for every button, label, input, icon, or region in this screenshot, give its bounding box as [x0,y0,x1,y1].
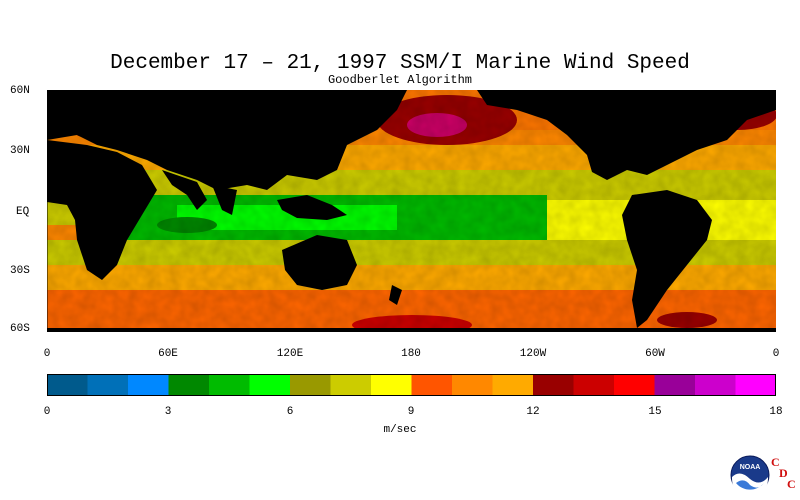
colorbar-tick-0: 0 [43,406,51,418]
lon-label-120w: 120W [519,348,547,360]
cdc-letter-d: D [779,466,788,480]
color-scale-bar [47,374,776,396]
colorbar-tick-3: 3 [164,406,172,418]
colorbar-swatch [290,374,331,396]
lat-label-60s: 60S [10,323,30,335]
colorbar-swatch [249,374,291,396]
colorbar-swatch [452,374,493,396]
noaa-logo-text: NOAA [740,464,761,471]
map-subtitle: Goodberlet Algorithm [327,73,473,87]
cdc-letter-c1: C [771,455,780,469]
lon-label-180: 180 [401,348,421,360]
colorbar-swatch [411,374,453,396]
colorbar-swatch [492,374,534,396]
colorbar-tick-9: 9 [407,406,415,418]
colorbar-swatch [330,374,372,396]
lat-label-30s: 30S [10,265,30,277]
colorbar-units: m/sec [383,424,417,436]
colorbar-swatch [47,374,88,396]
lat-label-30n: 30N [10,145,30,157]
map-title: December 17 – 21, 1997 SSM/I Marine Wind… [110,52,690,75]
colorbar-border [47,374,776,396]
lon-label-0-right: 0 [772,348,780,360]
cdc-letter-c2: C [787,477,796,491]
lat-label-60n: 60N [10,85,30,97]
colorbar-swatch [735,374,776,396]
colorbar-swatch [695,374,736,396]
lon-label-120e: 120E [276,348,304,360]
colorbar-swatch [371,374,412,396]
colorbar-swatch [209,374,250,396]
colorbar-swatch [128,374,169,396]
colorbar-tick-18: 18 [769,406,783,418]
lon-label-0-left: 0 [43,348,51,360]
colorbar-tick-6: 6 [286,406,294,418]
lat-label-eq: EQ [16,206,30,218]
colorbar-tick-15: 15 [648,406,662,418]
colorbar-tick-12: 12 [526,406,540,418]
colorbar-swatch [87,374,129,396]
lon-label-60w: 60W [645,348,665,360]
colorbar-swatch [533,374,574,396]
colorbar-swatch [614,374,655,396]
lon-label-60e: 60E [158,348,178,360]
colorbar-swatch [654,374,696,396]
colorbar-swatch [168,374,210,396]
noaa-logo: NOAA [730,455,770,495]
colorbar-swatch [573,374,615,396]
wind-speed-map [47,90,776,332]
